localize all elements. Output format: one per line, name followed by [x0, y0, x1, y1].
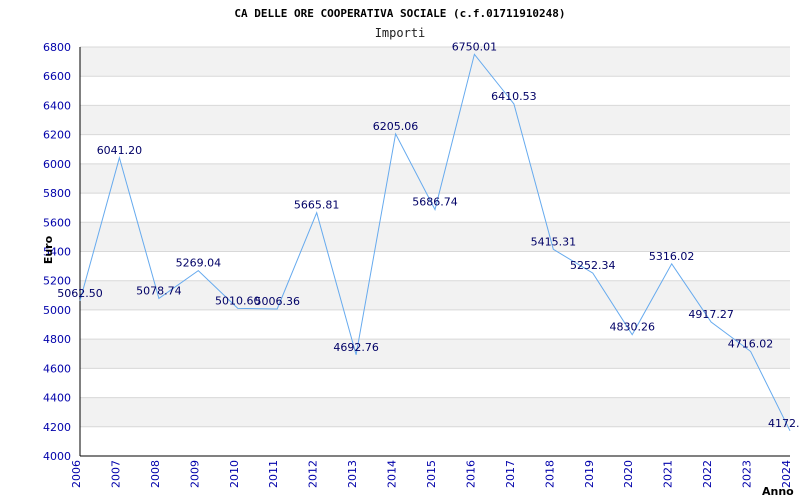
y-tick-label: 5800: [43, 187, 71, 200]
y-tick-label: 5400: [43, 246, 71, 259]
x-tick-label: 2015: [425, 460, 438, 488]
x-tick-label: 2021: [662, 460, 675, 488]
x-tick-label: 2016: [464, 460, 477, 488]
y-tick-label: 5200: [43, 275, 71, 288]
x-tick-label: 2020: [622, 460, 635, 488]
x-tick-label: 2012: [307, 460, 320, 488]
data-label: 4692.76: [333, 341, 379, 354]
data-label: 4917.27: [688, 308, 734, 321]
x-tick-label: 2017: [504, 460, 517, 488]
x-tick-label: 2013: [346, 460, 359, 488]
data-label: 5665.81: [294, 199, 340, 212]
data-label: 4172.5: [768, 417, 800, 430]
y-tick-label: 5600: [43, 216, 71, 229]
y-tick-label: 6600: [43, 70, 71, 83]
y-tick-label: 4400: [43, 392, 71, 405]
data-label: 5415.31: [531, 235, 577, 248]
y-tick-label: 4800: [43, 333, 71, 346]
y-tick-label: 5000: [43, 304, 71, 317]
y-axis-label: Euro: [42, 235, 55, 264]
data-labels: 5062.50 6041.20 5078.74 5269.04 5010.605006.…: [57, 40, 800, 430]
data-label: 5252.34: [570, 259, 616, 272]
grid-band: [80, 280, 790, 310]
data-label: 5078.74: [136, 284, 182, 297]
series-line: [79, 53, 791, 432]
y-tick-label: 6400: [43, 99, 71, 112]
x-tick-label: 2009: [188, 460, 201, 488]
data-label: 6410.53: [491, 90, 537, 103]
data-label: 4830.26: [609, 321, 655, 334]
x-tick-label: 2019: [583, 460, 596, 488]
chart-title: CA DELLE ORE COOPERATIVA SOCIALE (c.f.01…: [234, 7, 565, 20]
chart-subtitle: Importi: [375, 26, 426, 40]
x-tick-labels: 2006 2007 2008 2009 2010 2011 2012 2013 2014 2015…: [70, 460, 793, 488]
grid-band: [80, 339, 790, 369]
x-axis-label: Anno: [762, 485, 794, 498]
y-tick-label: 6800: [43, 41, 71, 54]
axes: [79, 47, 790, 457]
gridlines: [80, 46, 790, 457]
x-tick-label: 2022: [701, 460, 714, 488]
data-label: 4716.02: [728, 337, 774, 350]
data-label: 6041.20: [97, 144, 143, 157]
data-label: 5010.60: [215, 294, 261, 307]
grid-band: [80, 163, 790, 194]
series-line-path: [79, 53, 791, 432]
grid-band: [80, 105, 790, 135]
x-tick-label: 2011: [267, 460, 280, 488]
data-label: 5686.74: [412, 196, 458, 209]
grid-band: [80, 47, 790, 77]
data-label: 6205.06: [373, 120, 419, 133]
x-tick-label: 2018: [543, 460, 556, 488]
x-tick-label: 2014: [386, 460, 399, 488]
y-tick-label: 6000: [43, 158, 71, 171]
data-label: 5062.50: [57, 287, 103, 300]
x-tick-label: 2010: [228, 460, 241, 488]
x-tick-label: 2008: [149, 460, 162, 488]
x-tick-label: 2023: [741, 460, 754, 488]
data-label: 5006.36: [254, 295, 300, 308]
data-label: 6750.01: [452, 40, 498, 53]
y-tick-label: 4600: [43, 362, 71, 375]
x-tick-label: 2007: [109, 460, 122, 488]
y-tick-label: 4000: [43, 450, 71, 463]
data-label: 5316.02: [649, 250, 695, 263]
y-tick-labels: 4000 4200 4400 4600 4800 5000 5200 5400 5600 5800…: [43, 41, 71, 463]
x-tick-label: 2006: [70, 460, 83, 488]
background-bands: [80, 47, 790, 427]
x-tick-label: 2024: [780, 460, 793, 488]
y-tick-label: 6200: [43, 129, 71, 142]
grid-band: [80, 397, 790, 427]
y-tick-label: 4200: [43, 421, 71, 434]
data-label: 5269.04: [176, 257, 222, 270]
grid-band: [80, 222, 790, 252]
